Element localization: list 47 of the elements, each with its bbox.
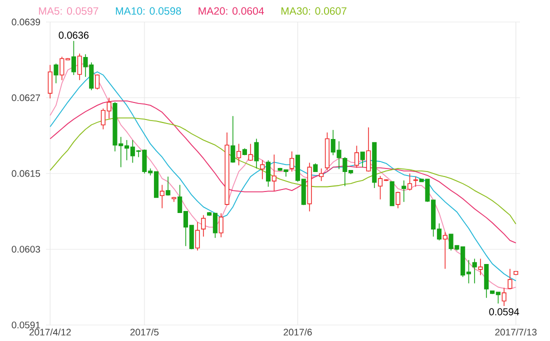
candlestick: [71, 40, 76, 76]
candlestick: [54, 63, 58, 84]
candlestick: [402, 180, 406, 202]
candlestick: [319, 168, 324, 182]
candlestick: [407, 173, 412, 191]
text: MA20: 0.0604: [198, 7, 264, 15]
candlestick: [236, 143, 242, 166]
candlestick: [77, 53, 82, 80]
candlestick: [478, 258, 483, 276]
text: MA5: 0.0597: [39, 7, 98, 15]
candlestick: [230, 116, 236, 164]
candlestick: [508, 268, 512, 290]
x-tick-label: 2017/7/13: [495, 328, 537, 336]
y-tick-label: 0.0627: [12, 94, 40, 102]
candlestick: [472, 258, 477, 284]
text: MA30: 0.0607: [281, 7, 346, 15]
x-tick-label: 2017/5: [130, 328, 159, 336]
candlestick: [396, 191, 400, 209]
y-tick-label: 0.0639: [12, 18, 40, 26]
candlestick: [95, 74, 100, 90]
candlestick: [166, 176, 170, 196]
candlestick: [442, 232, 448, 270]
candlestick: [390, 181, 394, 206]
x-tick-label: 2017/4/12: [29, 328, 71, 336]
candlestick: [195, 222, 200, 251]
y-tick-label: 0.0603: [12, 246, 40, 253]
candlestick: [366, 127, 371, 172]
annotation: 0.0594: [489, 308, 520, 316]
candlestick: [360, 152, 365, 168]
candlestick: [160, 184, 164, 209]
candlestick: [48, 64, 52, 99]
candlestick: [272, 154, 276, 192]
candlestick: [260, 160, 265, 180]
y-tick-label: 0.0615: [12, 170, 40, 177]
candlestick: [218, 212, 224, 238]
candlestick: [290, 151, 294, 172]
candlestick: [201, 214, 206, 238]
candlestick: [266, 160, 271, 188]
text: MA10: 0.0598: [116, 7, 181, 15]
candlestick: [248, 143, 253, 162]
candlestick: [254, 138, 259, 169]
annotation: 0.0636: [58, 32, 89, 39]
candlestick: [354, 145, 359, 168]
candlestick: [413, 176, 418, 188]
y-tick-label: 0.0591: [12, 322, 40, 328]
x-tick-label: 2017/6: [284, 328, 312, 336]
candlestick: [502, 287, 506, 306]
